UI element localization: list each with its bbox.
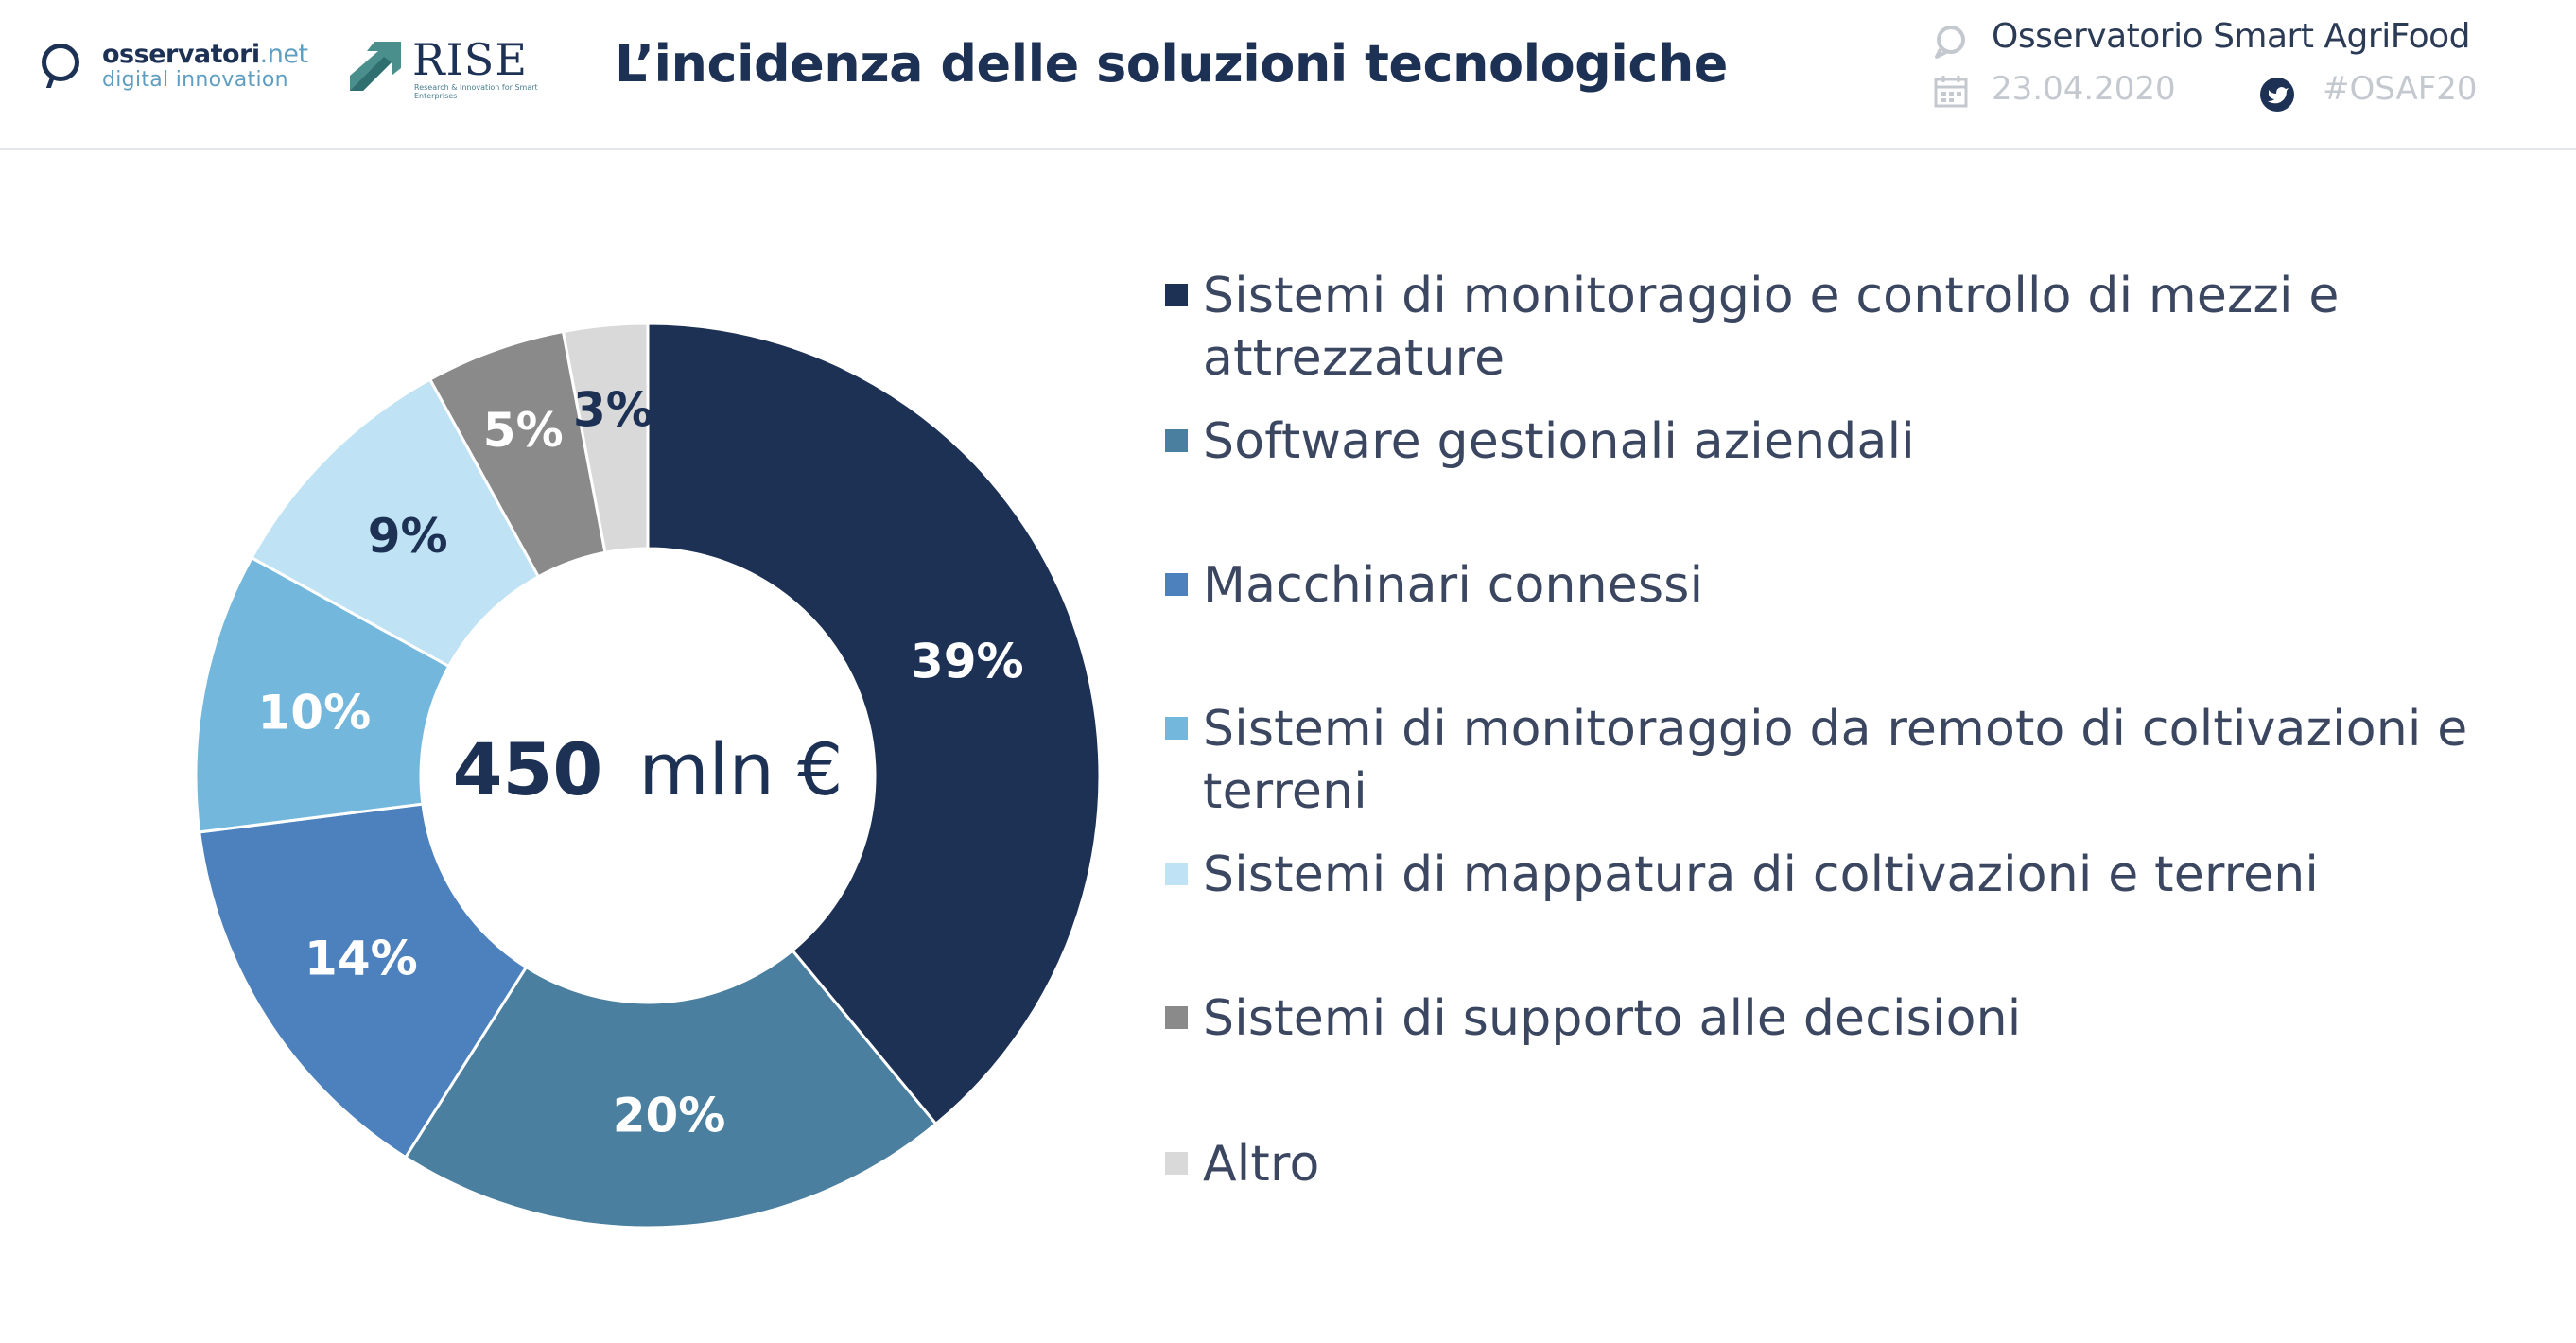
donut-slice-1	[646, 322, 1102, 1126]
osservatori-logo: osservatori.net digital innovation	[42, 38, 316, 96]
donut-slice-7	[561, 322, 650, 555]
donut-center-total: 450 mln €	[453, 727, 844, 811]
donut-slice-2	[403, 948, 938, 1230]
legend-swatch	[1165, 863, 1188, 885]
osservatori-logo-mark	[42, 44, 79, 81]
page-title: L’incidenza delle soluzioni tecnologiche	[615, 34, 1728, 94]
legend-swatch	[1165, 1152, 1188, 1175]
legend-swatch	[1165, 573, 1188, 596]
event-date: 23.04.2020	[1992, 70, 2176, 108]
donut-data-label-3: 14%	[305, 931, 418, 985]
legend-swatch	[1165, 429, 1188, 452]
legend-label: Sistemi di monitoraggio e controllo di m…	[1203, 268, 2340, 387]
legend-swatch	[1165, 1006, 1188, 1029]
donut-data-label-2: 20%	[613, 1088, 726, 1142]
donut-data-label-4: 10%	[258, 686, 372, 741]
donut-slice-4	[194, 555, 451, 834]
speech-bubble-icon	[1935, 26, 1965, 59]
rise-logo: RISE Research & Innovation for Smart Ent…	[346, 34, 538, 100]
rise-logo-wordmark: RISE	[412, 34, 528, 85]
legend-swatch	[1165, 284, 1188, 306]
legend-swatch	[1165, 717, 1188, 740]
donut-data-label-6: 5%	[483, 403, 564, 458]
osservatori-logo-tagline: digital innovation	[102, 68, 288, 92]
osservatori-logo-wordmark: osservatori.net	[102, 40, 308, 69]
donut-slice-3	[198, 802, 529, 1160]
legend-label: Sistemi di supporto alle decisioni	[1203, 990, 2022, 1047]
donut-data-label-7: 3%	[573, 383, 653, 438]
legend-label: Sistemi di monitoraggio da remoto di col…	[1203, 701, 2468, 820]
rise-arrow-icon	[350, 42, 401, 91]
slide-header: osservatori.net digital innovation RISE …	[0, 0, 2576, 150]
legend-label: Macchinari connessi	[1203, 557, 1704, 614]
calendar-icon	[1934, 76, 1968, 108]
event-name: Osservatorio Smart AgriFood	[1992, 17, 2471, 56]
legend-label: Sistemi di mappatura di coltivazioni e t…	[1203, 846, 2320, 903]
donut-slices	[194, 322, 1102, 1230]
donut-chart: 39% 20% 14% 10% 9% 5% 3% 450 mln €	[194, 322, 1102, 1230]
donut-data-label-1: 39%	[911, 634, 1024, 689]
legend-label: Software gestionali aziendali	[1203, 413, 1915, 470]
legend-label: Altro	[1203, 1136, 1320, 1193]
donut-data-labels: 39% 20% 14% 10% 9% 5% 3%	[258, 383, 1024, 1143]
donut-data-label-5: 9%	[368, 509, 448, 564]
rise-logo-tagline: Research & Innovation for Smart Enterpri…	[414, 83, 538, 100]
twitter-icon	[2260, 78, 2294, 112]
donut-center-unit: mln €	[639, 727, 844, 811]
donut-center-value: 450	[453, 727, 603, 811]
event-hashtag: #OSAF20	[2323, 70, 2478, 108]
